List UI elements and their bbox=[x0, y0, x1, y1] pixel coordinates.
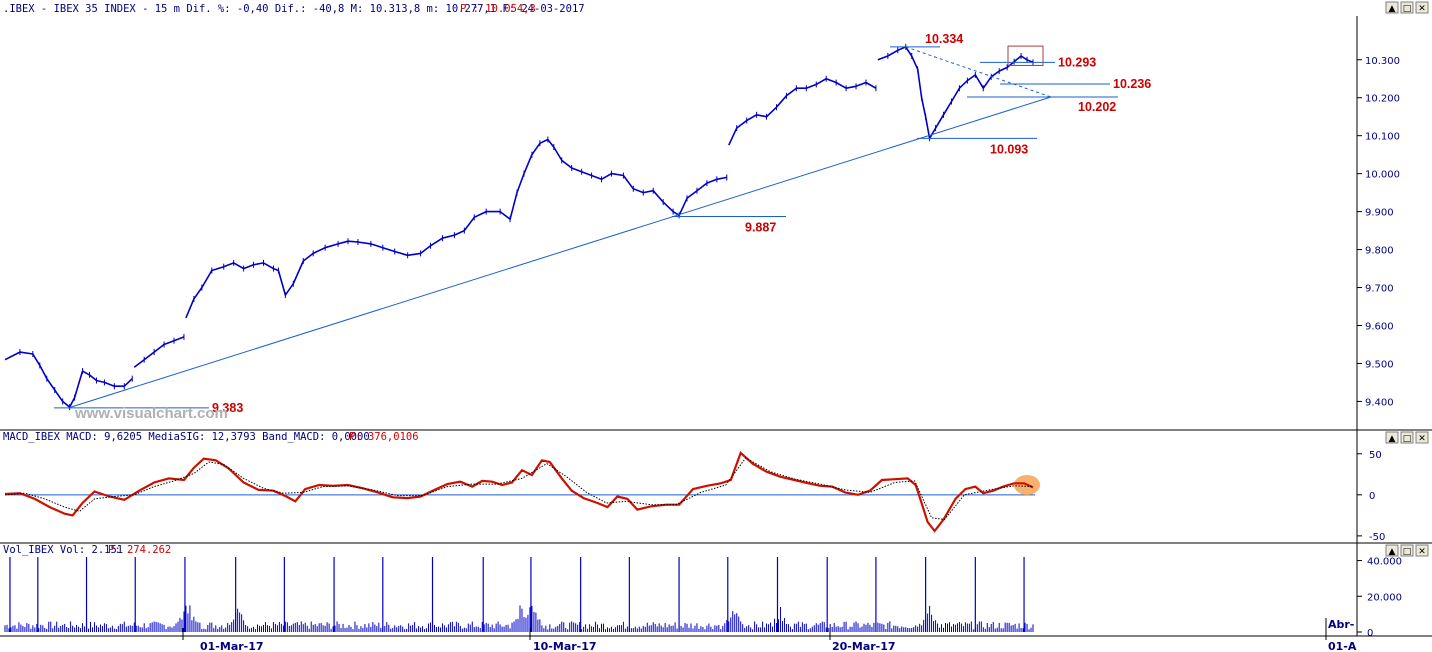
price-header-last: P : 10.054,3 bbox=[460, 3, 536, 15]
price-panel: 10.334 10.293 10.236 10.202 10.093 9.887 9.383… bbox=[4, 32, 1400, 422]
price-ytick-label: 10.200 bbox=[1365, 94, 1400, 105]
level-label: 9.383 bbox=[212, 401, 243, 415]
x-tick-label: 01-A bbox=[1328, 640, 1357, 652]
window-button[interactable] bbox=[1385, 1, 1399, 14]
x-tick-label: 01-Mar-17 bbox=[200, 640, 264, 652]
macd-line bbox=[4, 450, 1034, 533]
x-axis: 01-Mar-17 10-Mar-17 20-Mar-17 Abr- 01-A bbox=[182, 618, 1357, 652]
window-button-glyph: □ bbox=[1403, 434, 1412, 444]
window-button-glyph: ▲ bbox=[1389, 434, 1396, 444]
price-series-line bbox=[4, 351, 133, 408]
x-tick-label: 20-Mar-17 bbox=[832, 640, 896, 652]
macd-panel: 50 0 -50 bbox=[4, 450, 1385, 543]
volume-header-last: P: 274.262 bbox=[108, 544, 171, 556]
volume-ytick-label: 20.000 bbox=[1367, 592, 1402, 603]
trend-resistance-line bbox=[905, 46, 1052, 98]
x-tick-label: Abr- bbox=[1328, 618, 1354, 631]
volume-panel: 40.000 20.000 0 bbox=[4, 557, 1402, 639]
level-label: 10.202 bbox=[1078, 100, 1116, 114]
window-button-glyph: □ bbox=[1403, 547, 1412, 557]
level-label: 10.093 bbox=[990, 142, 1028, 156]
window-button-glyph: □ bbox=[1403, 4, 1412, 14]
window-button[interactable] bbox=[1385, 431, 1399, 444]
window-button-glyph: ✕ bbox=[1418, 434, 1426, 444]
volume-ytick-label: 40.000 bbox=[1367, 557, 1402, 568]
price-ytick-label: 9.900 bbox=[1365, 208, 1394, 219]
volume-header-text: Vol_IBEX Vol: 2.151 bbox=[3, 544, 123, 556]
level-label: 10.293 bbox=[1058, 55, 1096, 69]
window-button-glyph: ✕ bbox=[1418, 547, 1426, 557]
volume-header: Vol_IBEX Vol: 2.151 P: 274.262 bbox=[3, 544, 171, 556]
window-button[interactable] bbox=[1400, 1, 1414, 14]
macd-ytick-label: -50 bbox=[1369, 532, 1385, 543]
window-buttons: ▲ □ ✕ ▲ □ ✕ ▲ □ ✕ bbox=[1385, 1, 1429, 557]
price-series-line bbox=[133, 336, 185, 368]
price-ytick-label: 10.300 bbox=[1365, 56, 1400, 67]
macd-header-last: P: 376,0106 bbox=[349, 431, 419, 443]
price-ytick-label: 9.600 bbox=[1365, 322, 1394, 333]
window-button[interactable] bbox=[1415, 1, 1429, 14]
level-label: 9.887 bbox=[745, 221, 776, 235]
price-series-line bbox=[185, 138, 727, 319]
price-ytick-label: 9.500 bbox=[1365, 359, 1394, 370]
window-button-glyph: ▲ bbox=[1389, 4, 1396, 14]
window-button-glyph: ▲ bbox=[1389, 547, 1396, 557]
window-button[interactable] bbox=[1415, 431, 1429, 444]
macd-ytick-label: 0 bbox=[1369, 491, 1375, 502]
price-header: .IBEX - IBEX 35 INDEX - 15 m Dif. %: -0,… bbox=[3, 3, 585, 15]
window-button[interactable] bbox=[1385, 544, 1399, 557]
volume-ytick-label: 0 bbox=[1367, 628, 1373, 639]
price-series-line bbox=[728, 77, 877, 146]
price-header-text: .IBEX - IBEX 35 INDEX - 15 m Dif. %: -0,… bbox=[3, 3, 585, 15]
watermark: www.visualchart.com bbox=[74, 405, 228, 422]
x-tick-label: 10-Mar-17 bbox=[533, 640, 597, 652]
window-button[interactable] bbox=[1400, 431, 1414, 444]
level-label: 10.236 bbox=[1113, 77, 1151, 91]
price-ytick-label: 9.400 bbox=[1365, 397, 1394, 408]
level-label: 10.334 bbox=[925, 32, 963, 46]
macd-ytick-label: 50 bbox=[1369, 450, 1382, 461]
trend-support-line bbox=[68, 96, 1052, 409]
price-ytick-label: 9.800 bbox=[1365, 246, 1394, 257]
latest-price-box bbox=[1007, 45, 1044, 66]
macd-header-text: MACD_IBEX MACD: 9,6205 MediaSIG: 12,3793… bbox=[3, 431, 370, 443]
price-ytick-label: 10.100 bbox=[1365, 132, 1400, 143]
window-button[interactable] bbox=[1400, 544, 1414, 557]
price-ytick-label: 10.000 bbox=[1365, 170, 1400, 181]
price-ytick-label: 9.700 bbox=[1365, 284, 1394, 295]
window-button[interactable] bbox=[1415, 544, 1429, 557]
macd-header: MACD_IBEX MACD: 9,6205 MediaSIG: 12,3793… bbox=[3, 431, 419, 443]
window-button-glyph: ✕ bbox=[1418, 4, 1426, 14]
